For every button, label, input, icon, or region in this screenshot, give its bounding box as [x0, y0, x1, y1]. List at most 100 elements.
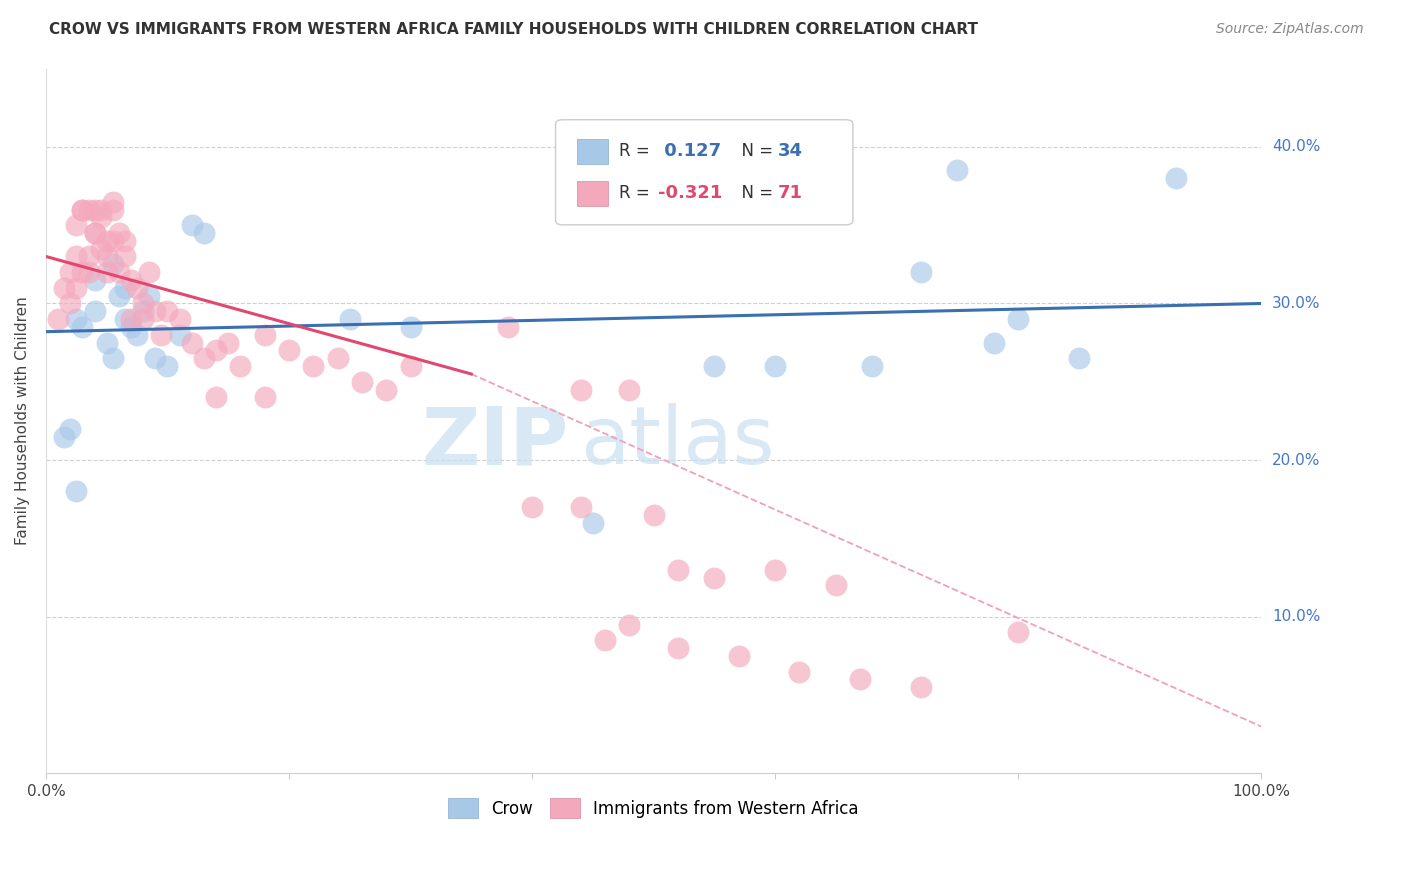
Point — [101, 351, 124, 366]
Point — [910, 265, 932, 279]
Point — [399, 359, 422, 373]
Point — [108, 226, 131, 240]
Point — [65, 484, 87, 499]
Point — [229, 359, 252, 373]
Point — [983, 335, 1005, 350]
Point — [72, 202, 94, 217]
Point — [1164, 171, 1187, 186]
Text: 40.0%: 40.0% — [1272, 139, 1320, 154]
Point — [253, 391, 276, 405]
Text: ZIP: ZIP — [422, 403, 568, 481]
Point — [72, 202, 94, 217]
Point — [59, 422, 82, 436]
Text: Source: ZipAtlas.com: Source: ZipAtlas.com — [1216, 22, 1364, 37]
Point — [108, 288, 131, 302]
Point — [46, 312, 69, 326]
Point — [83, 304, 105, 318]
Point — [90, 242, 112, 256]
Point — [169, 312, 191, 326]
Point — [143, 351, 166, 366]
Y-axis label: Family Households with Children: Family Households with Children — [15, 297, 30, 545]
Point — [77, 265, 100, 279]
Point — [72, 265, 94, 279]
Point — [350, 375, 373, 389]
Point — [180, 335, 202, 350]
Point — [101, 202, 124, 217]
Point — [90, 211, 112, 225]
Point — [643, 508, 665, 522]
Point — [375, 383, 398, 397]
Point — [132, 296, 155, 310]
Point — [53, 281, 76, 295]
Point — [101, 194, 124, 209]
Point — [127, 327, 149, 342]
Point — [703, 359, 725, 373]
Point — [90, 202, 112, 217]
Point — [193, 351, 215, 366]
Text: 10.0%: 10.0% — [1272, 609, 1320, 624]
Point — [83, 226, 105, 240]
Point — [114, 312, 136, 326]
Point — [65, 218, 87, 232]
Point — [120, 320, 142, 334]
Point — [1007, 625, 1029, 640]
Point — [496, 320, 519, 334]
Point — [666, 563, 689, 577]
Text: 20.0%: 20.0% — [1272, 452, 1320, 467]
Point — [619, 617, 641, 632]
Point — [132, 312, 155, 326]
Point — [127, 281, 149, 295]
Text: R =: R = — [619, 142, 655, 161]
Point — [763, 359, 786, 373]
Point — [1067, 351, 1090, 366]
Point — [205, 391, 228, 405]
Point — [120, 273, 142, 287]
Point — [205, 343, 228, 358]
Point — [253, 327, 276, 342]
Point — [593, 633, 616, 648]
Point — [65, 250, 87, 264]
Point — [108, 265, 131, 279]
Point — [193, 226, 215, 240]
Point — [910, 680, 932, 694]
Point — [59, 296, 82, 310]
Point — [849, 673, 872, 687]
Point — [619, 383, 641, 397]
Point — [53, 430, 76, 444]
Point — [789, 665, 811, 679]
Point — [156, 359, 179, 373]
Point — [83, 202, 105, 217]
Point — [96, 265, 118, 279]
Point — [946, 163, 969, 178]
Point — [860, 359, 883, 373]
Text: N =: N = — [731, 142, 779, 161]
Point — [763, 563, 786, 577]
Point — [83, 273, 105, 287]
Point — [143, 304, 166, 318]
Text: CROW VS IMMIGRANTS FROM WESTERN AFRICA FAMILY HOUSEHOLDS WITH CHILDREN CORRELATI: CROW VS IMMIGRANTS FROM WESTERN AFRICA F… — [49, 22, 979, 37]
Point — [399, 320, 422, 334]
Point — [77, 202, 100, 217]
Point — [132, 304, 155, 318]
Point — [120, 312, 142, 326]
Text: 71: 71 — [778, 185, 803, 202]
Point — [96, 335, 118, 350]
Text: 34: 34 — [778, 142, 803, 161]
Point — [83, 226, 105, 240]
Point — [77, 250, 100, 264]
Point — [217, 335, 239, 350]
Point — [666, 641, 689, 656]
Point — [824, 578, 846, 592]
Text: R =: R = — [619, 185, 655, 202]
Point — [101, 234, 124, 248]
Point — [326, 351, 349, 366]
Point — [138, 288, 160, 302]
Point — [180, 218, 202, 232]
Point — [114, 281, 136, 295]
Point — [569, 383, 592, 397]
Point — [278, 343, 301, 358]
Point — [582, 516, 605, 530]
Point — [569, 500, 592, 515]
Point — [138, 265, 160, 279]
Text: 30.0%: 30.0% — [1272, 296, 1320, 311]
